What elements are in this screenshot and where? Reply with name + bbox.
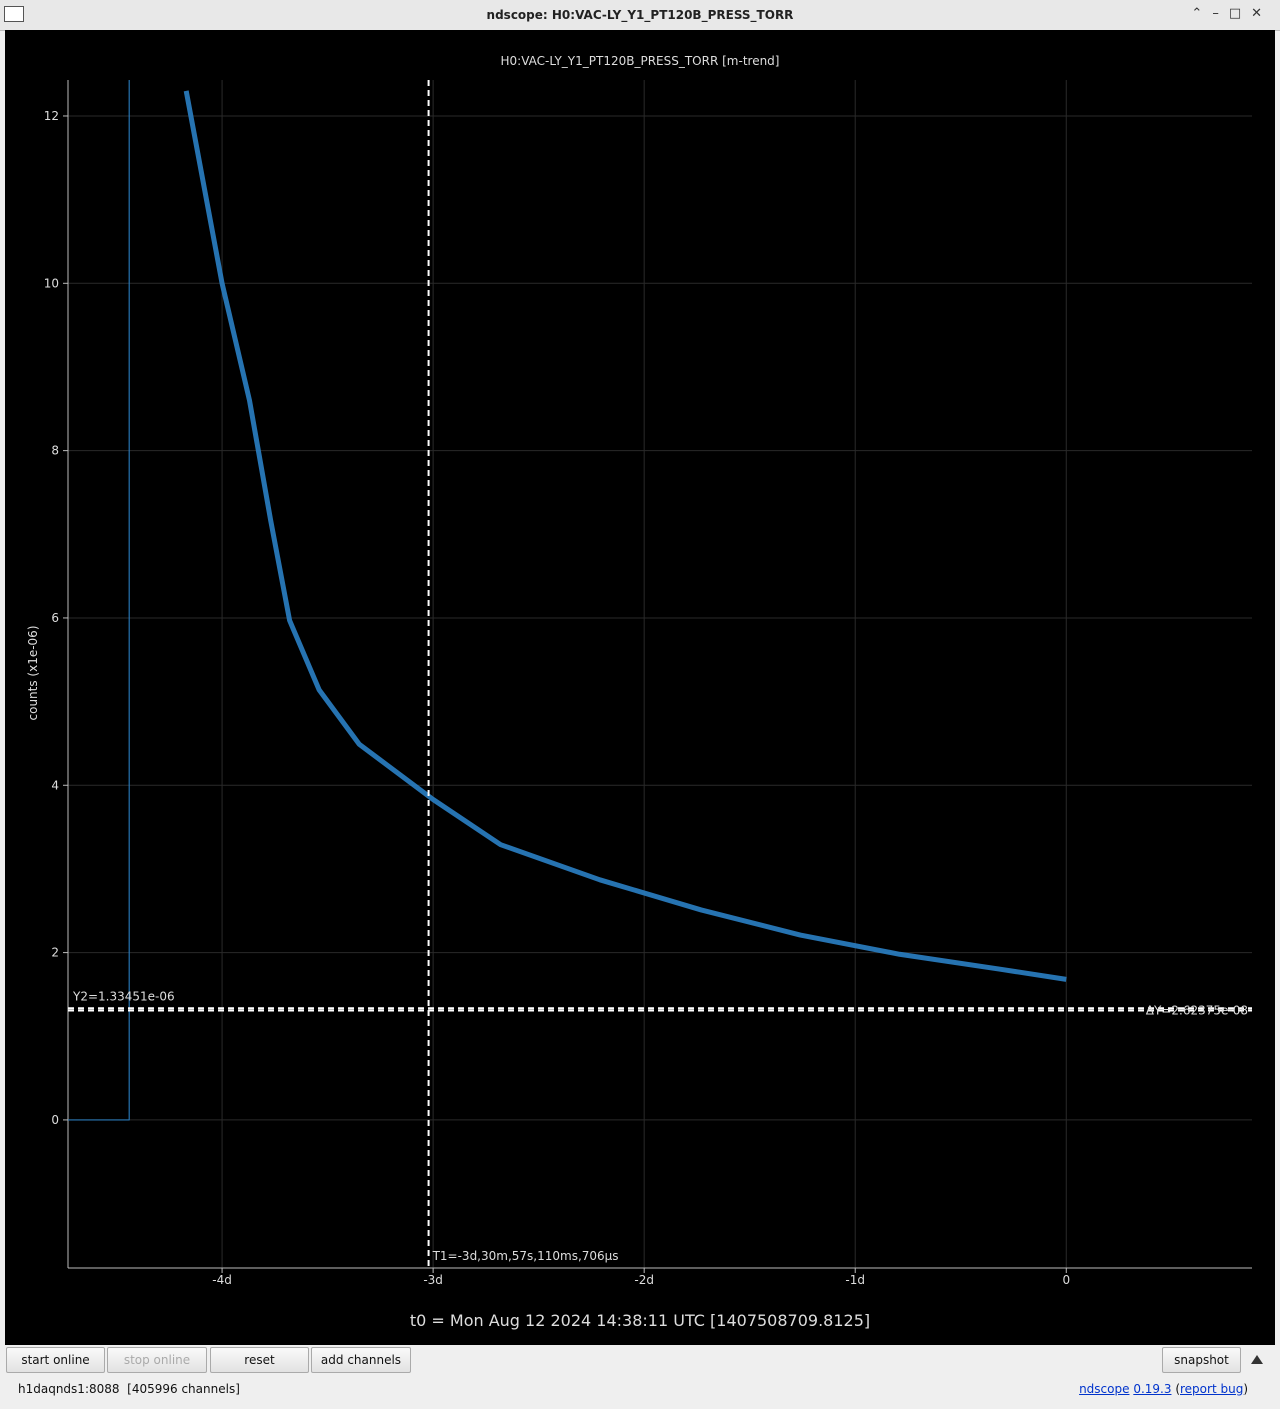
y-tick-label: 6 (51, 611, 59, 625)
window-title: ndscope: H0:VAC-LY_Y1_PT120B_PRESS_TORR (486, 8, 794, 22)
bug-link[interactable]: report bug (1180, 1382, 1244, 1396)
app-link[interactable]: ndscope (1079, 1382, 1130, 1396)
y-tick-label: 4 (51, 778, 59, 792)
x-axis-label: t0 = Mon Aug 12 2024 14:38:11 UTC [14075… (410, 1311, 870, 1330)
title-bar: ndscope: H0:VAC-LY_Y1_PT120B_PRESS_TORR … (0, 0, 1280, 31)
y-tick-label: 8 (51, 444, 59, 458)
cursor-y2-label: Y2=1.33451e-06 (72, 989, 175, 1003)
x-tick-label: -2d (634, 1273, 654, 1287)
app-icon (4, 6, 24, 22)
snapshot-button[interactable]: snapshot (1162, 1347, 1241, 1373)
x-tick-label: -3d (423, 1273, 443, 1287)
y-axis-label: counts (x1e-06) (26, 625, 40, 720)
paren: ( (1175, 1382, 1180, 1396)
version-link[interactable]: 0.19.3 (1133, 1382, 1172, 1396)
window-buttons[interactable]: ⌃–□✕ (1191, 6, 1272, 21)
reset-button[interactable]: reset (210, 1347, 309, 1373)
y-tick-label: 2 (51, 946, 59, 960)
cursor-delta-label: ΔY=2.62375e-08 (1146, 1003, 1248, 1017)
plot: H0:VAC-LY_Y1_PT120B_PRESS_TORR [m-trend]… (5, 30, 1275, 1345)
y-tick-label: 12 (44, 109, 59, 123)
expand-arrow[interactable] (1251, 1355, 1263, 1364)
server-status: h1daqnds1:8088 [405996 channels] (18, 1382, 240, 1396)
start-button[interactable]: start online (6, 1347, 105, 1373)
data-line (68, 80, 130, 1121)
cursor-t1-label: T1=-3d,30m,57s,110ms,706µs (432, 1249, 619, 1263)
add-channels-button[interactable]: add channels (311, 1347, 411, 1373)
y-tick-label: 0 (51, 1113, 59, 1127)
control-bar: start online stop online reset add chann… (0, 1345, 1280, 1409)
x-tick-label: -1d (845, 1273, 865, 1287)
chart-title: H0:VAC-LY_Y1_PT120B_PRESS_TORR [m-trend] (501, 54, 780, 68)
paren: ) (1243, 1382, 1248, 1396)
x-tick-label: 0 (1062, 1273, 1070, 1287)
y-tick-label: 10 (44, 276, 59, 290)
stop-button: stop online (107, 1347, 207, 1373)
about: ndscope 0.19.3 (report bug) (1079, 1382, 1248, 1396)
x-tick-label: -4d (212, 1273, 232, 1287)
plot-background (5, 30, 1275, 1345)
data-line (183, 90, 1067, 982)
